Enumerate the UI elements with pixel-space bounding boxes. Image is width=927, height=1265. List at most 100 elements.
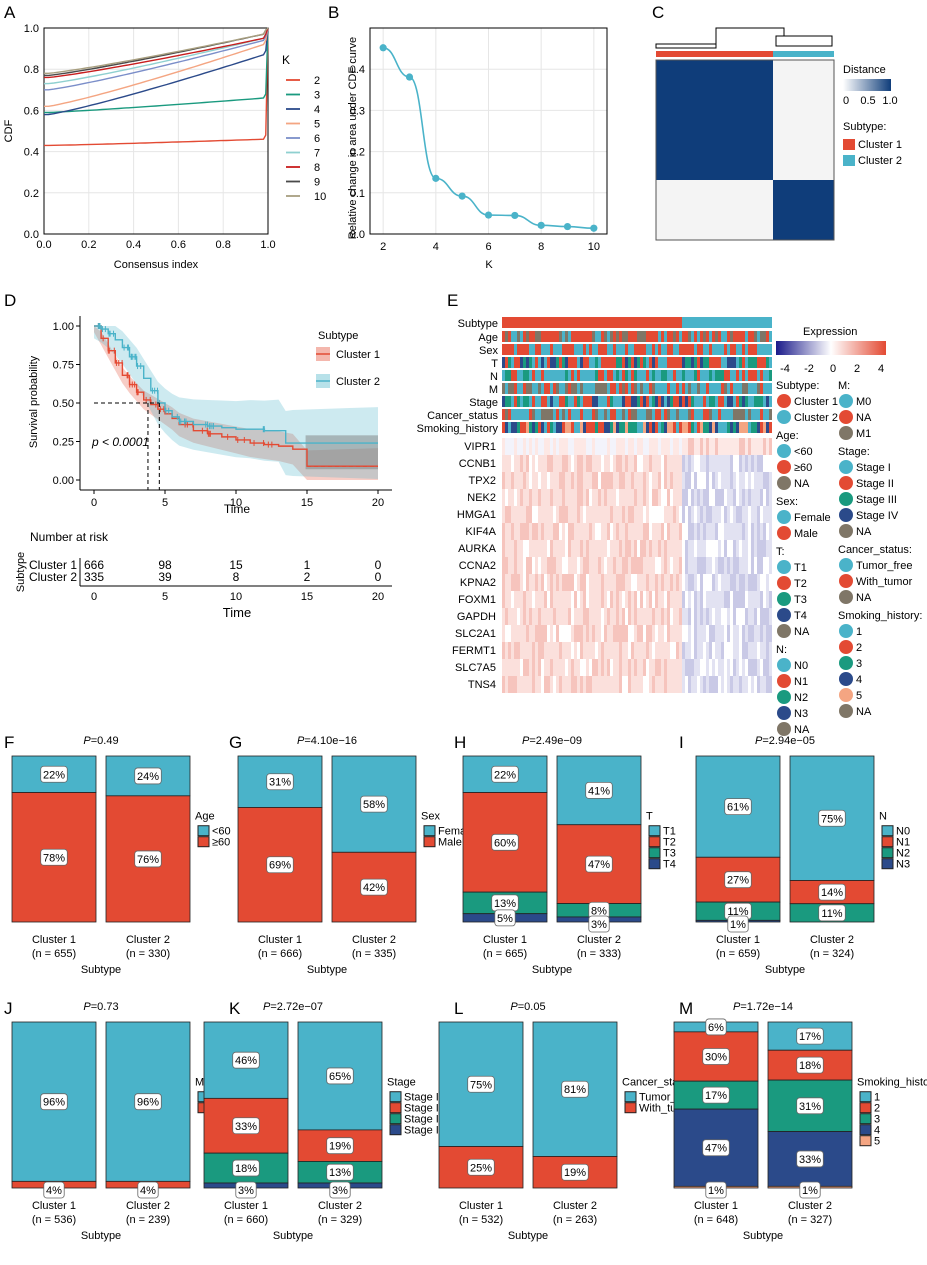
expr-cell [547,608,550,625]
expr-cell [661,540,664,557]
percent-label-box [796,1097,824,1115]
legend-dot [839,410,853,424]
expr-cell [658,557,661,574]
anno-cell [574,344,577,355]
anno-cell [544,331,547,342]
legend-dot [839,508,853,522]
anno-cell [532,357,535,368]
p-value: P=0.49 [83,735,118,747]
anno-cell [757,331,760,342]
anno-cell [565,409,568,420]
n-label: (n = 329) [318,1214,362,1226]
expr-cell [547,472,550,489]
expr-cell [766,455,769,472]
expr-cell [511,506,514,523]
expr-cell [628,659,631,676]
expr-cell [646,438,649,455]
expr-cell [655,574,658,591]
expr-cell [733,642,736,659]
expr-cell [526,625,529,642]
p-value-number: 0.73 [97,1001,118,1013]
percent-label-box [467,1075,495,1093]
expr-cell [700,438,703,455]
expr-cell [559,625,562,642]
expr-cell [739,455,742,472]
expr-cell [670,676,673,693]
expr-cell [631,455,634,472]
x-tick-label: 0.2 [81,239,96,251]
anno-cell [763,344,766,355]
expr-cell [643,506,646,523]
percent-label: 30% [705,1052,727,1064]
anno-cell [511,344,514,355]
expr-cell [628,506,631,523]
expr-cell [685,659,688,676]
anno-cell [721,422,724,433]
expr-cell [580,438,583,455]
expr-cell [712,472,715,489]
expr-cell [649,472,652,489]
expr-cell [763,557,766,574]
anno-cell [682,422,685,433]
anno-cell [610,370,613,381]
anno-cell [718,422,721,433]
anno-cell [613,370,616,381]
anno-cell [673,409,676,420]
expr-cell [616,489,619,506]
expr-cell [757,472,760,489]
expr-cell [511,659,514,676]
scale-tick: 0 [843,95,849,107]
percent-label: 13% [329,1167,351,1179]
category-label: Cluster 2 [318,1200,362,1212]
anno-cell [583,344,586,355]
anno-cell [739,396,742,407]
category-label: Cluster 2 [126,1200,170,1212]
expr-cell [622,659,625,676]
expr-cell [727,438,730,455]
expr-cell [574,625,577,642]
anno-cell [559,422,562,433]
expr-cell [517,574,520,591]
expr-cell [577,489,580,506]
expr-cell [523,489,526,506]
expr-cell [556,523,559,540]
expr-cell [526,489,529,506]
expr-cell [649,659,652,676]
expr-cell [736,438,739,455]
anno-cell [751,409,754,420]
anno-cell [682,383,685,394]
expr-cell [577,625,580,642]
expr-cell [748,608,751,625]
anno-cell [751,370,754,381]
expr-cell [556,489,559,506]
expr-cell [664,489,667,506]
expr-cell [523,591,526,608]
expr-cell [742,506,745,523]
expr-cell [754,642,757,659]
expr-cell [694,659,697,676]
anno-cell [562,409,565,420]
expr-cell [502,472,505,489]
anno-cell [595,409,598,420]
expr-cell [691,472,694,489]
expr-cell [547,540,550,557]
expr-cell [571,642,574,659]
anno-cell [514,331,517,342]
anno-cell [646,370,649,381]
legend-label: NA [794,626,810,638]
anno-cell [550,396,553,407]
anno-cell [619,409,622,420]
legend-dot [777,706,791,720]
x-tick-label: 4 [433,241,439,253]
expr-cell [508,523,511,540]
expr-cell [532,472,535,489]
expr-cell [589,642,592,659]
expr-cell [613,540,616,557]
expr-cell [670,608,673,625]
expr-cell [553,472,556,489]
anno-cell [643,409,646,420]
expr-cell [595,676,598,693]
expr-cell [757,438,760,455]
anno-cell [514,396,517,407]
expr-cell [622,574,625,591]
